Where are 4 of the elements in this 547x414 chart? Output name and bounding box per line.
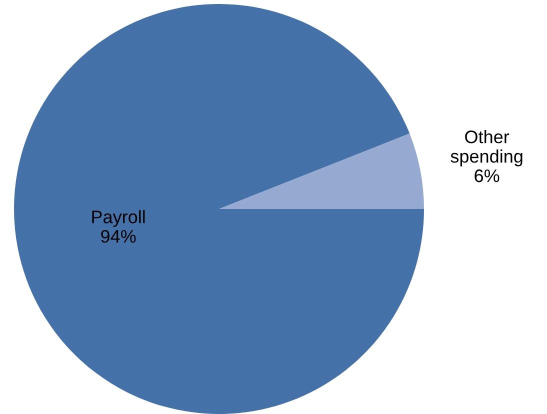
slice-label: Other spending	[450, 130, 522, 166]
slice-label: Payroll	[92, 210, 145, 227]
data-label: 94%	[101, 230, 136, 243]
data-label: 6%	[474, 169, 500, 182]
